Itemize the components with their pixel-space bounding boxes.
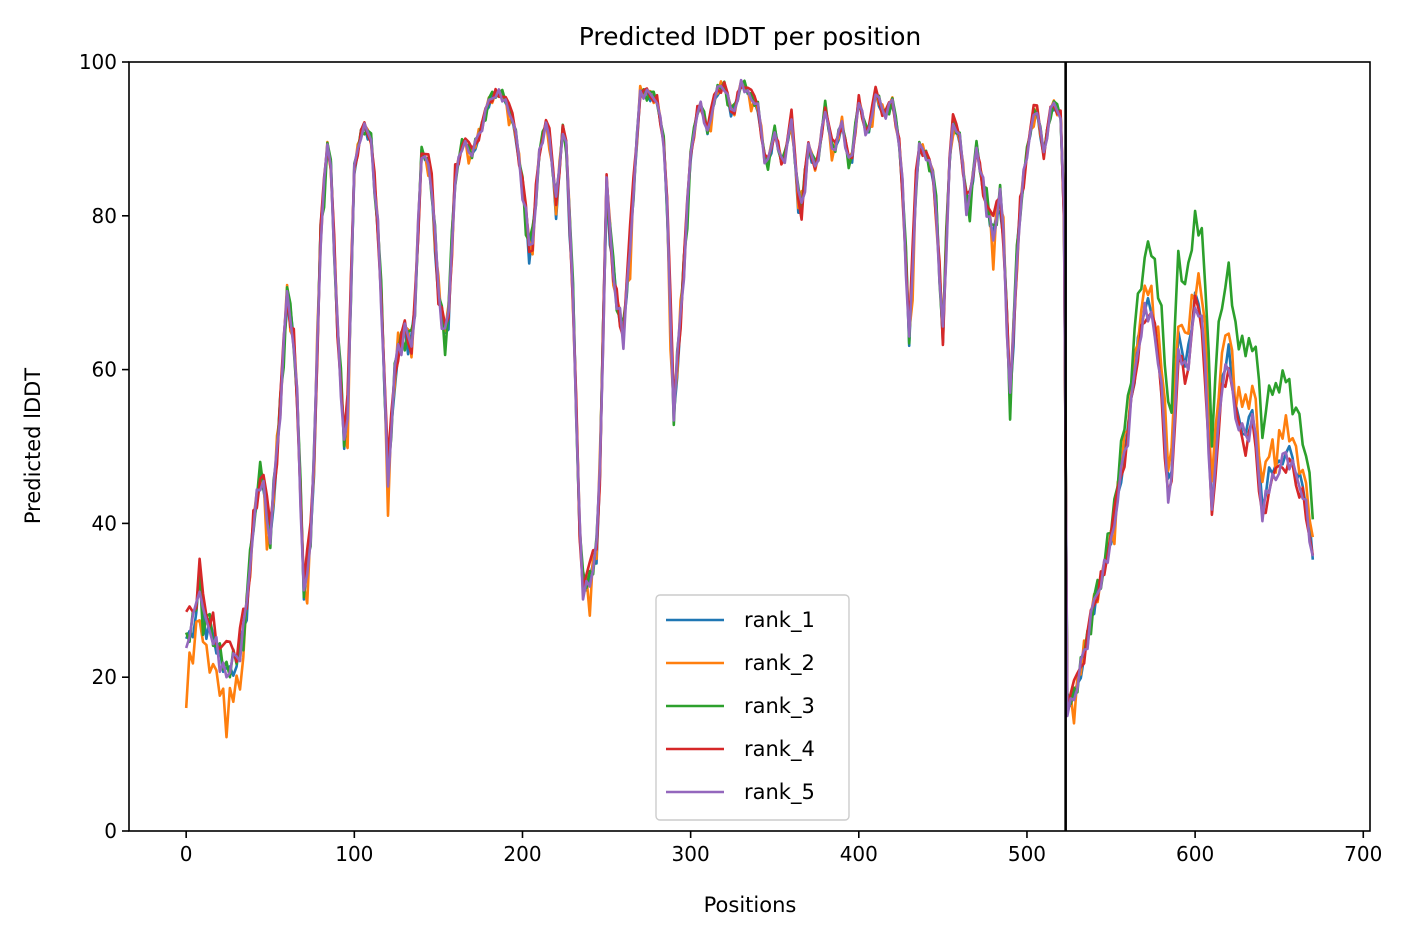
x-tick-label: 500 [1008, 842, 1046, 866]
legend: rank_1 rank_2 rank_3 rank_4 rank_5 [655, 594, 850, 821]
legend-box [655, 594, 850, 821]
chart-title: Predicted lDDT per position [579, 22, 921, 51]
x-tick-label: 700 [1344, 842, 1382, 866]
y-tick-label: 20 [92, 665, 117, 689]
x-tick-label: 600 [1176, 842, 1214, 866]
y-tick-label: 100 [79, 50, 117, 74]
y-axis-title: Predicted lDDT [21, 368, 45, 524]
x-tick-label: 100 [335, 842, 373, 866]
y-tick-label: 0 [104, 819, 117, 843]
x-tick-label: 0 [180, 842, 193, 866]
y-axis: 0 20 40 60 80 100 [79, 50, 129, 843]
x-tick-label: 200 [503, 842, 541, 866]
y-tick-label: 40 [92, 511, 117, 535]
legend-label-rank_2: rank_2 [744, 651, 815, 676]
plot-area [184, 78, 1315, 739]
x-axis: 0 100 200 300 400 500 600 700 [180, 831, 1382, 866]
legend-label-rank_3: rank_3 [744, 694, 815, 719]
x-axis-title: Positions [704, 893, 797, 917]
legend-label-rank_4: rank_4 [744, 737, 815, 762]
x-tick-label: 300 [672, 842, 710, 866]
legend-label-rank_5: rank_5 [744, 780, 815, 805]
y-tick-label: 60 [92, 358, 117, 382]
legend-label-rank_1: rank_1 [744, 608, 815, 633]
plot-frame [128, 61, 1371, 832]
series-line-rank_5 [184, 78, 1315, 718]
x-tick-label: 400 [840, 842, 878, 866]
y-tick-label: 80 [92, 204, 117, 228]
